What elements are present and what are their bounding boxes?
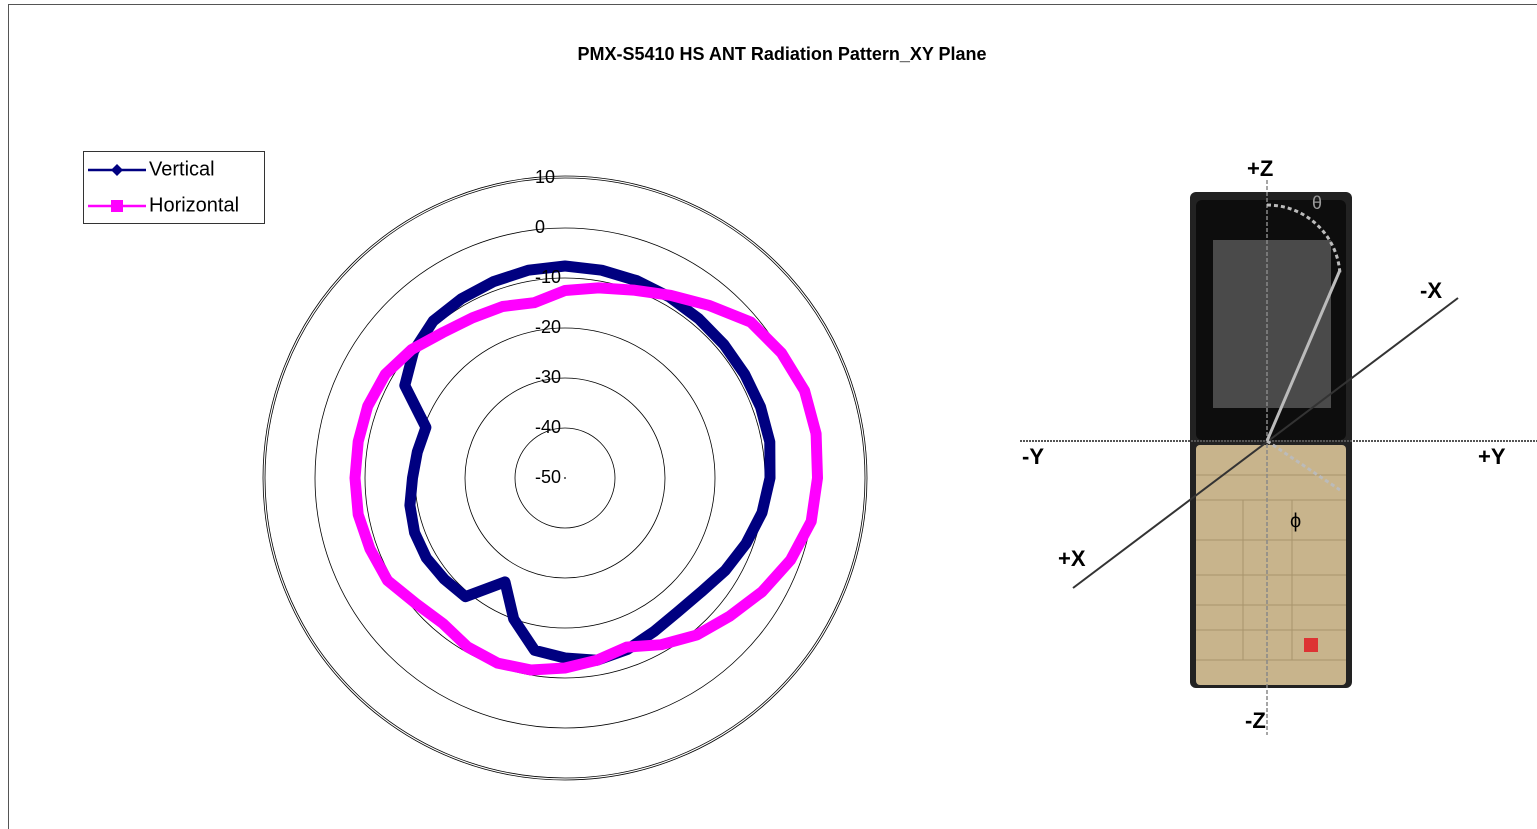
phone-screen [1213,240,1331,408]
radial-tick-label: 10 [535,167,555,187]
legend-label: Vertical [149,158,215,180]
axis-label: -X [1420,278,1442,303]
angle-label: θ [1312,193,1322,213]
axis-label: +Z [1247,156,1273,181]
axis-label: +Y [1478,444,1506,469]
phone-red-key [1304,638,1318,652]
axis-label: +X [1058,546,1086,571]
axis-label: -Y [1022,444,1044,469]
radial-tick-label: -50 [535,467,561,487]
legend-marker [111,200,123,212]
radial-tick-label: -30 [535,367,561,387]
chart: PMX-S5410 HS ANT Radiation Pattern_XY Pl… [0,0,1537,829]
chart-title: PMX-S5410 HS ANT Radiation Pattern_XY Pl… [577,44,986,64]
angle-label: ϕ [1290,510,1301,532]
axis-label: -Z [1245,708,1266,733]
phone-keypad [1196,445,1346,685]
page: {"chart_data": { "type": "radar", "title… [0,0,1537,829]
radial-tick-label: -10 [535,267,561,287]
radial-tick-label: -20 [535,317,561,337]
legend-label: Horizontal [149,194,239,216]
radial-tick-label: -40 [535,417,561,437]
radial-tick-label: 0 [535,217,545,237]
